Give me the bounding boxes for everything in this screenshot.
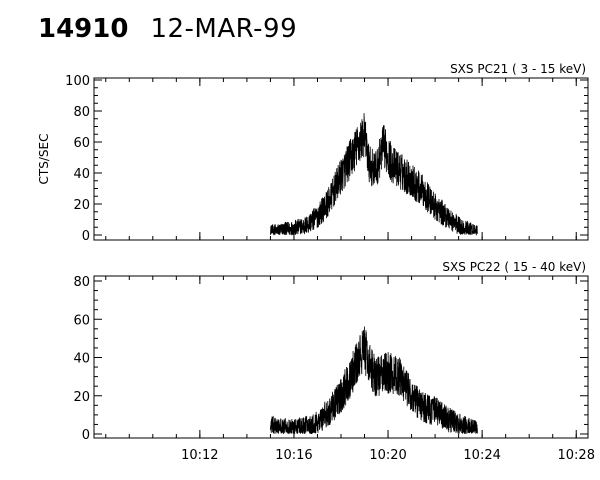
lightcurve-series-1 xyxy=(270,113,478,236)
y-tick-label: 80 xyxy=(73,275,90,290)
y-tick-label: 40 xyxy=(73,167,90,182)
observation-date: 12-MAR-99 xyxy=(150,14,298,44)
y-tick-label: 20 xyxy=(73,390,90,405)
chart-header: 14910 12-MAR-99 xyxy=(38,14,297,44)
lightcurve-series-2 xyxy=(270,326,478,435)
y-tick-label: 0 xyxy=(82,428,90,443)
panel-title-1: SXS PC21 ( 3 - 15 keV) xyxy=(450,62,586,76)
x-tick-label: 10:24 xyxy=(463,448,500,463)
y-axis-label: CTS/SEC xyxy=(37,134,51,185)
y-tick-label: 60 xyxy=(73,136,90,151)
x-tick-label: 10:20 xyxy=(369,448,406,463)
x-tick-label: 10:12 xyxy=(181,448,218,463)
x-tick-label: 10:28 xyxy=(558,448,595,463)
plot-frame-2 xyxy=(93,275,589,439)
observation-id: 14910 xyxy=(38,14,129,44)
y-tick-label: 40 xyxy=(73,352,90,367)
plot-frame-1 xyxy=(93,77,589,241)
y-tick-label: 0 xyxy=(82,229,90,244)
y-tick-label: 60 xyxy=(73,313,90,328)
y-tick-label: 80 xyxy=(73,105,90,120)
panel-title-2: SXS PC22 ( 15 - 40 keV) xyxy=(442,260,586,274)
x-tick-label: 10:16 xyxy=(275,448,312,463)
y-tick-label: 100 xyxy=(65,74,90,89)
y-tick-label: 20 xyxy=(73,198,90,213)
